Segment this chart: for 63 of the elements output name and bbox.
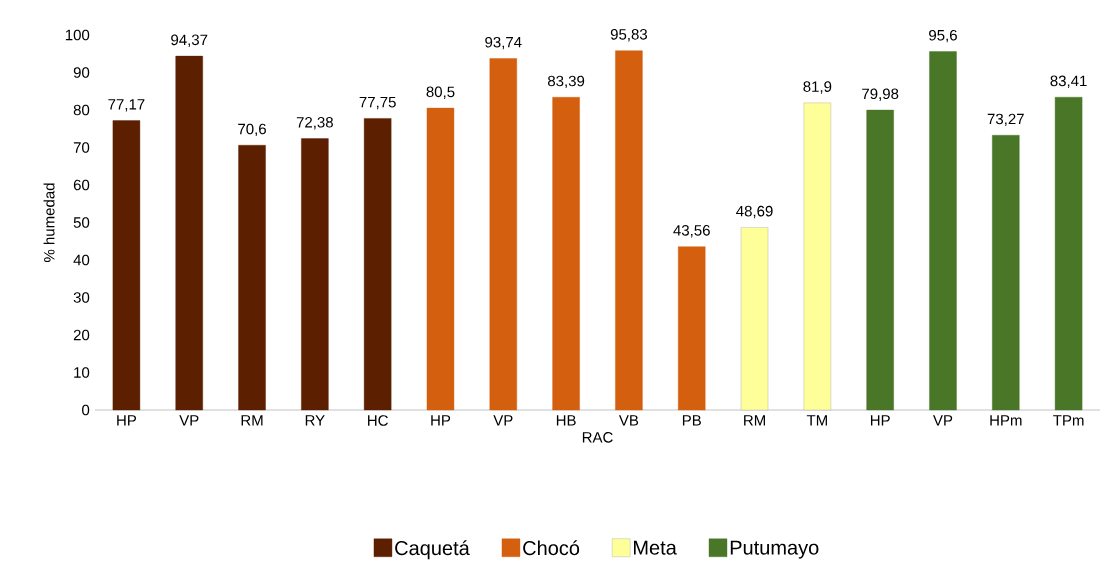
x-tick-label: RY: [305, 415, 325, 426]
y-tick-label: 50: [73, 217, 90, 228]
legend-label: Meta: [633, 540, 677, 555]
data-label: 70,6: [238, 123, 266, 137]
bar: [929, 51, 957, 411]
y-tick-label: 30: [73, 292, 90, 303]
data-label: 73,27: [987, 113, 1024, 127]
x-tick-label: HP: [870, 415, 890, 426]
data-label: 43,56: [673, 225, 710, 238]
y-tick-label: 70: [73, 142, 90, 153]
x-tick-label: VP: [493, 415, 513, 426]
x-tick-label: TM: [806, 415, 827, 426]
data-label: 94,37: [171, 34, 208, 47]
x-tick-label: VB: [618, 415, 639, 426]
y-tick-label: 100: [65, 29, 90, 41]
bar: [615, 50, 643, 411]
data-label: 72,38: [296, 116, 333, 130]
data-label: 83,41: [1050, 75, 1087, 89]
bar: [678, 246, 706, 411]
x-tick-label: VP: [933, 415, 953, 426]
x-tick-label: RM: [744, 415, 765, 426]
data-label: 95,6: [929, 29, 957, 43]
y-tick-label: 10: [74, 367, 90, 378]
x-tick-label: HPm: [990, 415, 1022, 426]
bar: [992, 135, 1020, 411]
y-tick-label: 60: [73, 179, 90, 191]
y-tick-label: 40: [73, 254, 90, 266]
data-label: 79,98: [862, 88, 899, 101]
y-tick-label: 0: [82, 404, 90, 416]
data-label: 81,9: [803, 81, 832, 94]
bar: [866, 109, 894, 411]
data-label: 77,17: [108, 99, 145, 112]
y-axis-title: % humedad: [43, 183, 55, 262]
bar: [489, 58, 517, 411]
y-tick-label: 90: [73, 67, 90, 78]
bar: [301, 138, 329, 411]
bar: [363, 118, 392, 411]
bar: [426, 107, 455, 411]
x-tick-label: HP: [431, 415, 451, 426]
y-tick-label: 80: [73, 104, 90, 116]
data-label: 80,5: [426, 86, 455, 99]
x-tick-label: HB: [556, 415, 576, 426]
bar: [552, 97, 580, 411]
y-tick-label: 20: [73, 329, 90, 341]
x-tick-label: PB: [682, 415, 701, 426]
legend-label: Putumayo: [730, 540, 819, 559]
x-tick-label: TPm: [1053, 415, 1084, 426]
data-label: 48,69: [736, 205, 773, 219]
data-label: 77,75: [359, 97, 396, 110]
x-axis-title: RAC: [582, 432, 613, 443]
x-tick-label: RM: [241, 415, 263, 426]
legend-label: Chocó: [523, 540, 580, 556]
data-label: 83,39: [547, 75, 585, 89]
data-label: 93,74: [485, 36, 522, 50]
data-label: 95,83: [610, 29, 648, 42]
bar: [238, 145, 266, 411]
bar: [1054, 97, 1083, 411]
x-tick-label: VP: [179, 415, 199, 426]
x-tick-label: HC: [368, 415, 388, 426]
bar: [175, 55, 203, 411]
bar: [112, 120, 141, 411]
legend-label: Caquetá: [395, 540, 470, 560]
x-tick-label: HP: [117, 415, 137, 426]
